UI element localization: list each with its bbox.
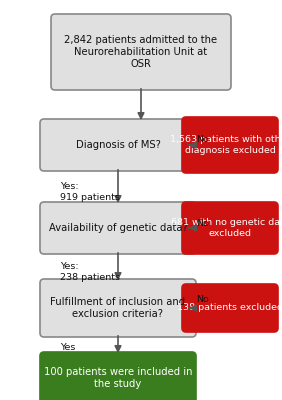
FancyBboxPatch shape [40, 119, 196, 171]
Text: Yes: Yes [60, 344, 75, 352]
FancyBboxPatch shape [40, 279, 196, 337]
Text: Fulfillment of inclusion and
exclusion criteria?: Fulfillment of inclusion and exclusion c… [50, 297, 186, 319]
FancyBboxPatch shape [51, 14, 231, 90]
Text: Availability of genetic data?: Availability of genetic data? [49, 223, 187, 233]
FancyBboxPatch shape [40, 352, 196, 400]
FancyBboxPatch shape [182, 117, 278, 173]
Text: No: No [196, 220, 209, 228]
Text: Diagnosis of MS?: Diagnosis of MS? [76, 140, 160, 150]
Text: No: No [196, 296, 209, 304]
FancyBboxPatch shape [182, 202, 278, 254]
Text: Yes:
238 patients: Yes: 238 patients [60, 262, 120, 282]
Text: 1,563 patients with other
diagnosis excluded: 1,563 patients with other diagnosis excl… [170, 135, 282, 155]
FancyBboxPatch shape [182, 284, 278, 332]
Text: 138 patients excluded: 138 patients excluded [177, 304, 282, 312]
Text: No: No [196, 136, 209, 144]
Text: Yes:
919 patients: Yes: 919 patients [60, 182, 120, 202]
Text: 100 patients were included in
the study: 100 patients were included in the study [44, 367, 192, 389]
FancyBboxPatch shape [40, 202, 196, 254]
Text: 2,842 patients admitted to the
Neurorehabilitation Unit at
OSR: 2,842 patients admitted to the Neuroreha… [65, 35, 217, 69]
Text: 681 with no genetic data
excluded: 681 with no genetic data excluded [171, 218, 282, 238]
